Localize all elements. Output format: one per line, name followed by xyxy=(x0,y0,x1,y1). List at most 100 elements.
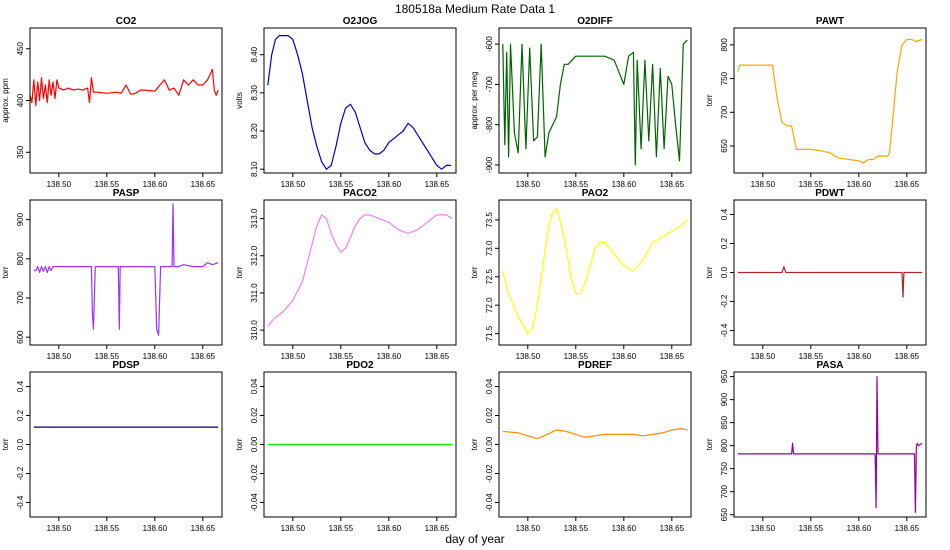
figure-title: 180518a Medium Rate Data 1 xyxy=(395,2,555,16)
series-line xyxy=(29,68,219,107)
x-tick-label: 138.55 xyxy=(95,180,120,189)
x-tick-label: 138.55 xyxy=(95,352,120,361)
x-tick-label: 138.65 xyxy=(895,352,920,361)
y-tick-label: 310.0 xyxy=(250,320,259,341)
panel-title: PDWT xyxy=(815,188,844,199)
panel-pasa: PASA 138.50 138.55 138.60 138.65 650 700 750 800… xyxy=(705,360,927,533)
x-tick-label: 138.50 xyxy=(516,524,541,533)
y-tick-label: 71.5 xyxy=(485,325,494,341)
series-line xyxy=(737,38,923,164)
x-tick-label: 138.60 xyxy=(143,352,168,361)
y-tick-label: -600 xyxy=(485,36,494,53)
series-line xyxy=(737,266,923,298)
panel-title: PASP xyxy=(113,188,140,199)
y-tick-label: -800 xyxy=(485,116,494,133)
panel-title: PASA xyxy=(816,360,843,371)
x-tick-label: 138.60 xyxy=(847,180,872,189)
y-tick-label: 0.04 xyxy=(485,378,494,394)
y-tick-label: 750 xyxy=(720,461,729,475)
y-tick-label: 950 xyxy=(720,369,729,383)
panel-title: O2JOG xyxy=(343,16,378,27)
x-tick-label: 138.55 xyxy=(564,352,589,361)
panel-co2: CO2 138.50 138.55 138.60 138.65 350 400 450 appr… xyxy=(1,16,223,189)
y-axis-label: approx. per meg xyxy=(470,71,479,129)
x-tick-label: 138.50 xyxy=(47,352,72,361)
x-tick-label: 138.50 xyxy=(751,524,776,533)
panel-pasp: PASP 138.50 138.55 138.60 138.65 600 700 800 900… xyxy=(1,188,223,361)
y-tick-label: 72.0 xyxy=(485,297,494,313)
y-tick-label: -0.02 xyxy=(250,464,259,483)
plot-frame xyxy=(498,199,692,346)
y-tick-label: 350 xyxy=(16,145,25,159)
x-tick-label: 138.55 xyxy=(564,524,589,533)
panels: CO2 138.50 138.55 138.60 138.65 350 400 450 appr… xyxy=(1,16,927,533)
y-tick-label: -0.04 xyxy=(250,493,259,512)
y-tick-label: 8.20 xyxy=(250,123,259,139)
x-tick-label: 138.60 xyxy=(143,524,168,533)
x-tick-label: 138.65 xyxy=(660,180,685,189)
x-tick-label: 138.65 xyxy=(425,180,450,189)
y-tick-label: -900 xyxy=(485,156,494,173)
series-line xyxy=(502,428,688,440)
x-tick-label: 138.55 xyxy=(799,180,824,189)
y-tick-label: -0.2 xyxy=(16,466,25,480)
y-tick-label: 0.4 xyxy=(720,208,729,220)
y-tick-label: 72.5 xyxy=(485,268,494,284)
y-tick-label: 0.00 xyxy=(485,436,494,452)
x-tick-label: 138.50 xyxy=(516,352,541,361)
y-tick-label: 0.04 xyxy=(250,378,259,394)
x-tick-label: 138.60 xyxy=(377,352,402,361)
y-tick-label: -0.02 xyxy=(485,464,494,483)
y-tick-label: 73.5 xyxy=(485,212,494,228)
y-tick-label: 0.02 xyxy=(250,407,259,423)
y-tick-label: 750 xyxy=(720,71,729,85)
panel-title: PDO2 xyxy=(346,360,374,371)
x-tick-label: 138.50 xyxy=(47,524,72,533)
y-axis-label: torr xyxy=(235,266,244,278)
y-tick-label: 400 xyxy=(16,93,25,107)
y-tick-label: 650 xyxy=(720,139,729,153)
y-axis-label: volts xyxy=(235,92,244,108)
panel-pao2: PAO2 138.50 138.55 138.60 138.65 71.5 72.0 72.5… xyxy=(470,188,692,361)
plot-frame xyxy=(733,27,927,174)
y-tick-label: 700 xyxy=(16,291,25,305)
y-tick-label: 0.2 xyxy=(16,409,25,421)
y-tick-label: 900 xyxy=(16,212,25,226)
plot-frame xyxy=(263,27,457,174)
x-tick-label: 138.65 xyxy=(425,524,450,533)
x-tick-label: 138.55 xyxy=(95,524,120,533)
panel-pdref: PDREF 138.50 138.55 138.60 138.65 -0.04 -0.02 0… xyxy=(470,360,692,533)
x-tick-label: 138.50 xyxy=(751,352,776,361)
y-tick-label: 650 xyxy=(720,507,729,521)
y-tick-label: 0.4 xyxy=(16,380,25,392)
figure-xlabel: day of year xyxy=(445,532,504,546)
panel-title: PACO2 xyxy=(343,188,377,199)
y-tick-label: 900 xyxy=(720,392,729,406)
x-tick-label: 138.65 xyxy=(191,524,216,533)
y-tick-label: 311.0 xyxy=(250,283,259,303)
plot-frame xyxy=(263,199,457,346)
series-line xyxy=(33,203,219,336)
y-axis-label: torr xyxy=(470,266,479,278)
x-tick-label: 138.60 xyxy=(612,524,637,533)
panel-title: PDSP xyxy=(112,360,140,371)
panel-title: CO2 xyxy=(116,16,137,27)
y-axis-label: approx. ppm xyxy=(1,78,10,123)
x-tick-label: 138.65 xyxy=(191,180,216,189)
plot-frame xyxy=(498,371,692,518)
y-axis-label: torr xyxy=(235,438,244,450)
x-tick-label: 138.55 xyxy=(799,352,824,361)
panel-o2diff: O2DIFF 138.50 138.55 138.60 138.65 -900 -800 -7… xyxy=(470,16,692,189)
series-line xyxy=(267,214,453,327)
x-tick-label: 138.55 xyxy=(329,524,354,533)
x-tick-label: 138.60 xyxy=(612,352,637,361)
panel-title: PAO2 xyxy=(582,188,609,199)
x-tick-label: 138.55 xyxy=(329,352,354,361)
y-axis-label: torr xyxy=(1,438,10,450)
x-tick-label: 138.60 xyxy=(143,180,168,189)
panel-paco2: PACO2 138.50 138.55 138.60 138.65 310.0 311.0 3… xyxy=(235,188,457,361)
y-tick-label: 800 xyxy=(720,438,729,452)
x-tick-label: 138.60 xyxy=(847,524,872,533)
x-tick-label: 138.60 xyxy=(377,524,402,533)
y-tick-label: 450 xyxy=(16,41,25,55)
